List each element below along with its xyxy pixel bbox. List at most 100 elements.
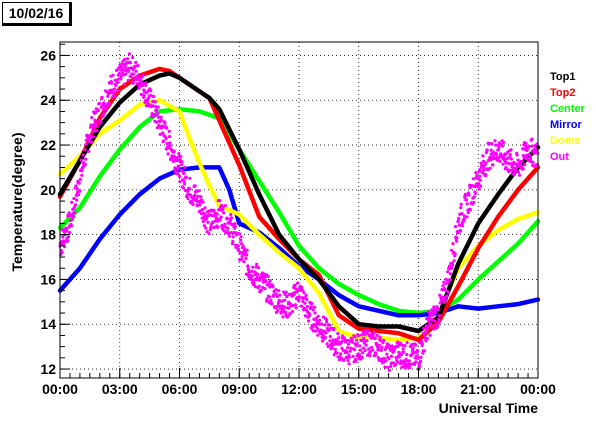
out-point: [374, 353, 378, 357]
out-point: [351, 340, 355, 344]
x-tick-label: 21:00: [460, 381, 496, 397]
out-point: [462, 214, 466, 218]
out-point: [231, 235, 235, 239]
out-point: [91, 135, 95, 139]
out-point: [315, 327, 320, 331]
out-point: [372, 330, 376, 334]
out-point: [278, 293, 282, 297]
out-point: [282, 290, 286, 294]
x-tick-label: 09:00: [221, 381, 257, 397]
out-point: [240, 254, 244, 258]
out-point: [377, 343, 381, 347]
out-point: [236, 247, 241, 251]
out-point: [184, 175, 188, 179]
out-point: [66, 235, 71, 239]
out-point: [304, 293, 308, 297]
out-point: [265, 297, 269, 301]
out-point: [209, 225, 213, 229]
out-point: [158, 132, 162, 136]
out-point: [488, 166, 492, 170]
out-point: [141, 73, 145, 77]
out-point: [268, 279, 272, 283]
out-point: [387, 368, 391, 372]
out-point: [117, 71, 121, 76]
out-point: [358, 348, 363, 352]
out-point: [453, 224, 458, 229]
out-point: [498, 141, 502, 145]
out-point: [525, 153, 529, 157]
out-point: [115, 81, 119, 85]
out-point: [346, 342, 350, 346]
out-point: [303, 314, 307, 318]
out-point: [90, 140, 94, 144]
out-point: [368, 350, 372, 354]
out-point: [299, 304, 304, 308]
out-point: [426, 310, 431, 314]
series-line-center: [57, 106, 541, 316]
out-point: [201, 200, 205, 204]
out-point: [106, 94, 110, 98]
out-point: [112, 91, 116, 95]
out-point: [87, 149, 91, 153]
out-point: [293, 303, 297, 307]
out-point: [119, 74, 123, 78]
out-point: [333, 347, 337, 351]
out-point: [477, 181, 481, 185]
out-point: [293, 283, 297, 287]
out-point: [257, 284, 261, 288]
out-point: [71, 215, 76, 219]
out-point: [226, 226, 230, 231]
out-point: [354, 359, 358, 363]
out-point: [232, 230, 236, 234]
out-point: [285, 295, 289, 299]
out-point: [360, 355, 364, 359]
out-point: [489, 148, 493, 152]
out-point: [339, 356, 343, 360]
out-point: [151, 104, 155, 108]
out-point: [450, 266, 454, 270]
out-point: [438, 293, 442, 297]
out-point: [485, 148, 489, 152]
out-point: [408, 366, 412, 370]
out-point: [395, 360, 400, 364]
out-point: [240, 257, 244, 261]
out-point: [244, 256, 248, 261]
out-point: [347, 355, 352, 359]
out-point: [451, 263, 455, 267]
out-point: [345, 355, 349, 360]
out-point: [508, 153, 512, 157]
out-point: [283, 298, 287, 302]
out-point: [173, 166, 177, 170]
out-point: [291, 309, 295, 314]
out-point: [196, 204, 200, 208]
out-point: [78, 177, 82, 181]
out-point: [484, 161, 488, 165]
out-point: [229, 216, 233, 220]
out-point: [195, 197, 199, 201]
out-point: [504, 166, 508, 170]
out-point: [207, 232, 211, 236]
out-point: [367, 347, 371, 351]
out-point: [358, 344, 362, 348]
out-point: [478, 178, 482, 182]
out-point: [84, 157, 88, 161]
out-point: [237, 232, 241, 236]
out-point: [149, 89, 153, 93]
out-point: [69, 224, 73, 228]
out-point: [509, 168, 513, 172]
out-point: [501, 162, 505, 166]
out-point: [289, 304, 293, 308]
out-point: [342, 358, 346, 362]
out-point: [442, 287, 447, 291]
out-point: [101, 114, 105, 118]
out-point: [167, 129, 171, 133]
out-point: [429, 311, 433, 315]
out-point: [368, 354, 372, 358]
out-point: [254, 285, 258, 289]
out-point: [247, 270, 251, 274]
out-point: [99, 120, 103, 124]
out-point: [126, 57, 130, 61]
out-point: [424, 339, 428, 343]
out-point: [119, 77, 123, 81]
out-point: [480, 163, 484, 167]
